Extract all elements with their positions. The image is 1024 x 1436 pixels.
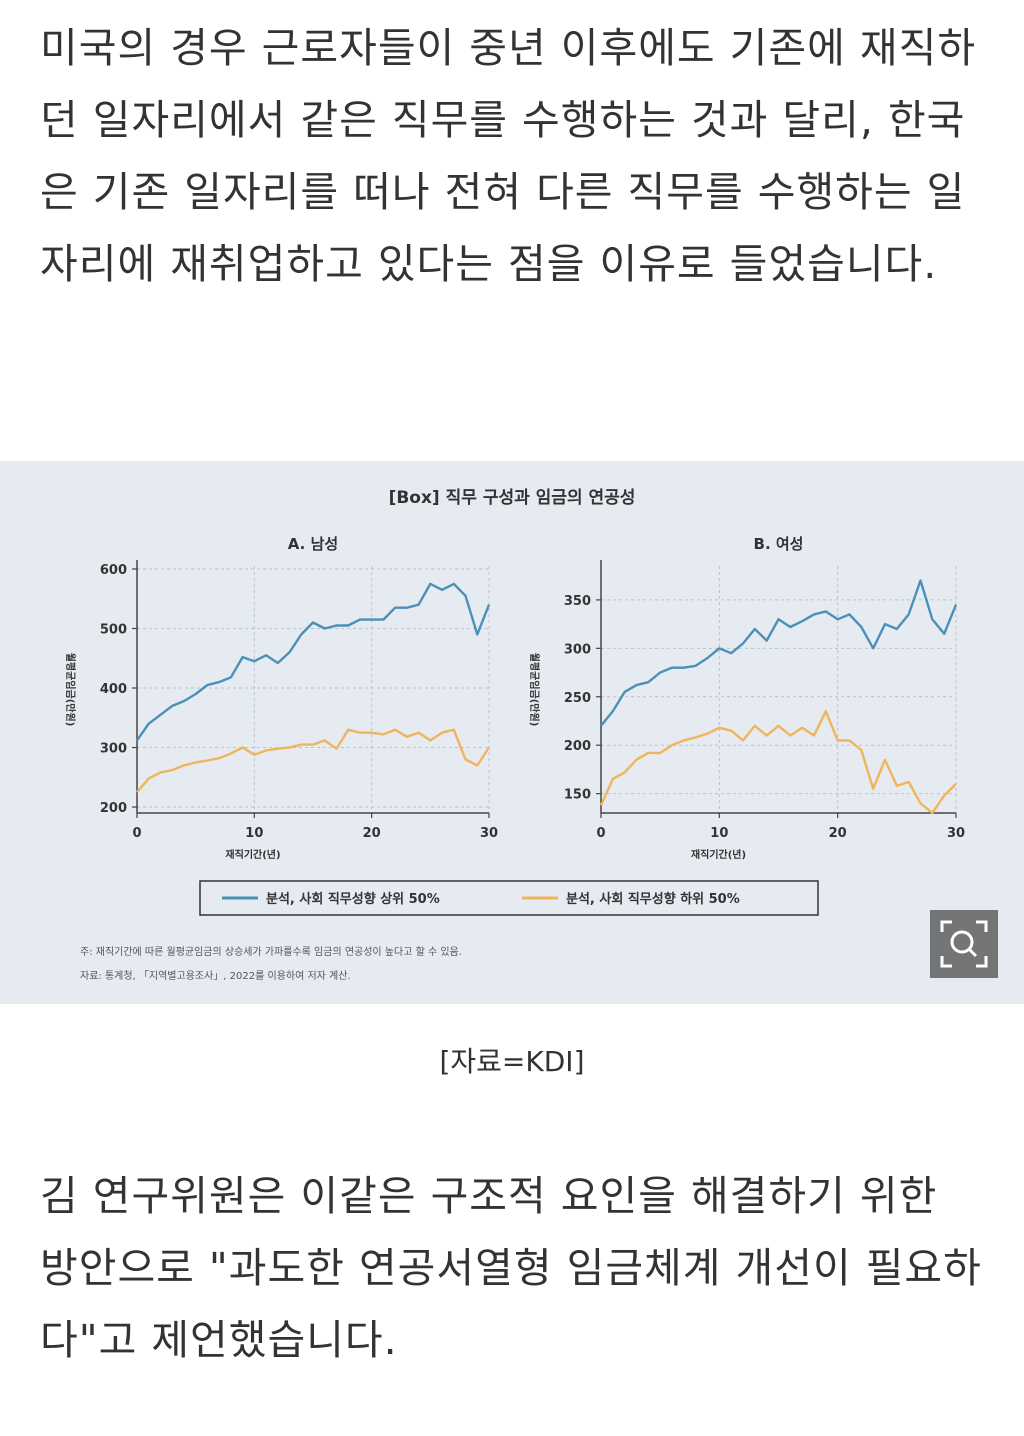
article-paragraph-1: 미국의 경우 근로자들이 중년 이후에도 기존에 재직하던 일자리에서 같은 직…: [40, 24, 977, 288]
y-tick-label-male: 200: [100, 801, 127, 816]
y-tick-label-male: 500: [100, 622, 127, 637]
y-tick-label-male: 600: [100, 563, 127, 578]
panel-title-female: B. 여성: [754, 535, 804, 553]
chart-svg: [Box] 직무 구성과 임금의 연공성 A. 남성20030040050060…: [64, 487, 965, 982]
x-tick-label-male: 30: [480, 826, 498, 841]
zoom-magnifier-icon: [940, 920, 988, 968]
panel-female: B. 여성 150 200 250 300 350 0 10 20 30 재직기간(년) 월평균임금(…: [528, 535, 965, 861]
y-tick-label-female: 150: [564, 788, 591, 803]
panel-title-male: A. 남성: [288, 535, 338, 553]
figure-title: [Box] 직무 구성과 임금의 연공성: [389, 487, 636, 508]
figure-source: 자료: 통계청, 「지역별고용조사」, 2022를 이용하여 저자 계산.: [80, 969, 351, 982]
x-tick-label-male: 10: [245, 826, 263, 841]
figure-note: 주: 재직기간에 따른 월평균임금의 상승세가 가파를수록 임금의 연공성이 높…: [80, 945, 462, 958]
x-tick-label-female: 20: [829, 826, 847, 841]
legend-box: [199, 880, 819, 916]
x-tick-label-female: 10: [710, 826, 728, 841]
series-upper-line-female: [600, 579, 958, 727]
legend: 분석, 사회 직무성향 상위 50% 분석, 사회 직무성향 하위 50%: [199, 880, 819, 916]
x-tick-label-female: 0: [596, 826, 605, 841]
y-tick-label-female: 350: [564, 594, 591, 609]
x-tick-label-male: 0: [132, 826, 141, 841]
article-paragraph-2: 김 연구위원은 이같은 구조적 요인을 해결하기 위한 방안으로 "과도한 연공…: [40, 1172, 982, 1364]
y-tick-label-female: 250: [564, 691, 591, 706]
series-upper-line-male: [136, 582, 491, 742]
legend-label-upper: 분석, 사회 직무성향 상위 50%: [266, 891, 440, 907]
panel-male: A. 남성 200 300 400 500 600 0 10 20 30 재직기간(년) 월평균임금(…: [64, 535, 498, 861]
y-axis-label-female: 월평균임금(만원): [528, 653, 541, 727]
image-caption: [자료=KDI]: [439, 1045, 585, 1078]
y-tick-label-male: 400: [100, 682, 127, 697]
x-axis-label-male: 재직기간(년): [225, 848, 280, 861]
y-tick-label-male: 300: [100, 742, 127, 757]
x-tick-label-male: 20: [363, 826, 381, 841]
series-lower-line-male: [136, 728, 491, 793]
x-axis-label-female: 재직기간(년): [691, 848, 746, 861]
y-tick-label-female: 300: [564, 642, 591, 657]
zoom-button[interactable]: [930, 910, 998, 978]
chart-figure: [Box] 직무 구성과 임금의 연공성 A. 남성 200 300 400 500 60…: [0, 461, 1024, 1004]
y-axis-label-male: 월평균임금(만원): [64, 653, 77, 727]
series-lower-line-female: [599, 710, 957, 815]
legend-label-lower: 분석, 사회 직무성향 하위 50%: [566, 891, 740, 907]
y-tick-label-female: 200: [564, 739, 591, 754]
x-tick-label-female: 30: [947, 826, 965, 841]
